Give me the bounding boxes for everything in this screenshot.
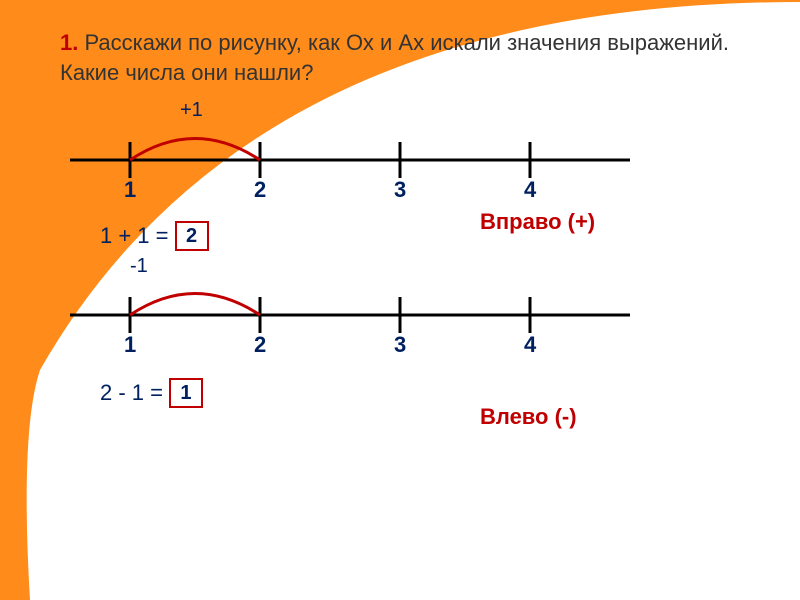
task-number: 1. <box>60 30 78 55</box>
equation-1: 1 + 1 = 2 <box>100 221 740 251</box>
tick-label: 4 <box>524 177 536 203</box>
equation-lhs: 1 + 1 = <box>100 223 169 249</box>
number-line-2: 1 2 3 4 <box>70 260 630 390</box>
tick-label: 2 <box>254 332 266 358</box>
task-text: Расскажи по рисунку, как Ох и Ах искали … <box>60 30 729 85</box>
jump-arc <box>130 294 260 316</box>
tick-label: 1 <box>124 332 136 358</box>
direction-right-label: Вправо (+) <box>480 209 595 235</box>
answer-box-1: 2 <box>175 221 209 251</box>
jump-arc <box>130 139 260 161</box>
number-line-1-svg <box>70 105 630 205</box>
tick-label: 3 <box>394 177 406 203</box>
task-title: 1. Расскажи по рисунку, как Ох и Ах иска… <box>60 28 740 87</box>
tick-label: 3 <box>394 332 406 358</box>
number-line-1: +1 1 2 3 4 Вправо (+) <box>70 105 630 225</box>
slide-content: 1. Расскажи по рисунку, как Ох и Ах иска… <box>0 0 800 450</box>
tick-label: 1 <box>124 177 136 203</box>
tick-label: 4 <box>524 332 536 358</box>
number-line-2-svg <box>70 260 630 360</box>
tick-label: 2 <box>254 177 266 203</box>
direction-left-label: Влево (-) <box>480 404 740 430</box>
